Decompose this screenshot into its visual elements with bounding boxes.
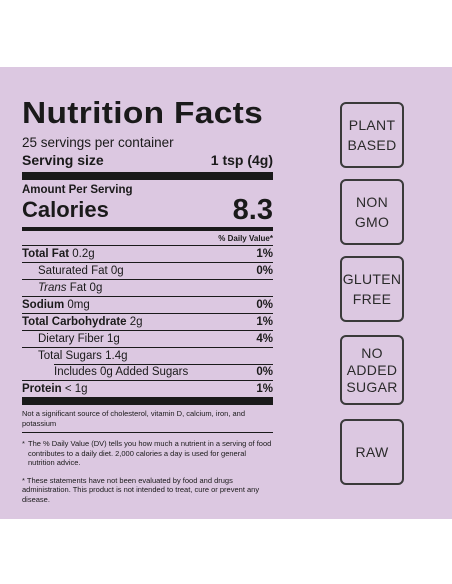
badge-gluten-free: GLUTEN FREE <box>340 256 404 322</box>
nutrient-row-added-sugars: Includes 0g Added Sugars 0% <box>22 364 273 380</box>
not-significant-note: Not a significant source of cholesterol,… <box>22 409 246 428</box>
serving-size-value: 1 tsp (4g) <box>210 152 273 168</box>
nutrient-amount: 0mg <box>67 299 90 311</box>
nutrient-row-saturated-fat: Saturated Fat 0g 0% <box>22 262 273 279</box>
thick-divider <box>22 172 273 180</box>
badge-text: NO ADDED SUGAR <box>346 344 398 395</box>
servings-per-container: 25 servings per container <box>22 135 174 150</box>
calories-value: 8.3 <box>232 194 273 226</box>
footnote-text: The % Daily Value (DV) tells you how muc… <box>28 439 272 467</box>
badge-text: NON GMO <box>354 194 390 230</box>
daily-value-header: % Daily Value* <box>218 234 273 243</box>
nutrient-name: Total Sugars 1.4g <box>38 350 128 362</box>
serving-size-row: Serving size 1 tsp (4g) <box>22 153 273 168</box>
fda-disclaimer: * These statements have not been evaluat… <box>22 475 260 504</box>
badge-no-added-sugar: NO ADDED SUGAR <box>340 335 404 405</box>
nutrient-row-sodium: Sodium 0mg 0% <box>22 296 273 313</box>
nutrient-row-trans-fat: Trans Fat 0g <box>22 279 273 296</box>
nutrient-name: Saturated Fat 0g <box>38 265 124 277</box>
nutrient-row-dietary-fiber: Dietary Fiber 1g 4% <box>22 330 273 347</box>
nutrient-pct: 0% <box>256 265 273 277</box>
footnote-star: * <box>22 439 25 448</box>
label-panel: Nutrition Facts 25 servings per containe… <box>0 67 452 519</box>
nutrient-name: Trans <box>38 282 67 294</box>
nutrient-pct: 0% <box>256 299 273 311</box>
nutrient-row-total-carbohydrate: Total Carbohydrate 2g 1% <box>22 313 273 330</box>
nutrition-facts-title: Nutrition Facts <box>22 95 264 130</box>
nutrient-pct: 1% <box>256 383 273 395</box>
nutrient-row-total-fat: Total Fat 0.2g 1% <box>22 245 273 262</box>
thin-divider <box>22 432 273 433</box>
medium-divider <box>22 227 273 231</box>
nutrient-name: Includes 0g Added Sugars <box>54 366 189 378</box>
badge-plant-based: PLANT BASED <box>340 102 404 168</box>
badge-text: RAW <box>355 444 389 460</box>
nutrient-pct: 4% <box>256 333 273 345</box>
nutrient-amount: < 1g <box>64 383 88 395</box>
nutrient-amount: 0.2g <box>72 248 95 260</box>
calories-row: Calories 8.3 <box>22 194 273 226</box>
badge-text: GLUTEN FREE <box>342 271 402 307</box>
nutrient-amount: Fat 0g <box>69 282 103 294</box>
serving-size-label: Serving size <box>22 152 104 168</box>
nutrient-pct: 1% <box>256 248 273 260</box>
nutrient-pct: 1% <box>256 316 273 328</box>
badge-text: PLANT BASED <box>347 117 397 153</box>
amount-per-serving: Amount Per Serving <box>22 184 133 196</box>
daily-value-footnote: * The % Daily Value (DV) tells you how m… <box>22 439 273 468</box>
nutrient-name: Sodium <box>22 299 65 311</box>
nutrient-name: Dietary Fiber 1g <box>38 333 120 345</box>
nutrient-name: Protein <box>22 383 62 395</box>
nutrient-amount: 2g <box>129 316 143 328</box>
nutrient-row-total-sugars: Total Sugars 1.4g <box>22 347 273 364</box>
nutrient-row-protein: Protein < 1g 1% <box>22 380 273 397</box>
nutrient-name: Total Carbohydrate <box>22 316 127 328</box>
nutrition-facts-label: Nutrition Facts 25 servings per containe… <box>22 97 273 504</box>
thick-divider <box>22 397 273 405</box>
badge-non-gmo: NON GMO <box>340 179 404 245</box>
nutrient-name: Total Fat <box>22 248 70 260</box>
calories-label: Calories <box>22 197 109 222</box>
nutrient-pct: 0% <box>256 366 273 378</box>
badge-raw: RAW <box>340 419 404 485</box>
